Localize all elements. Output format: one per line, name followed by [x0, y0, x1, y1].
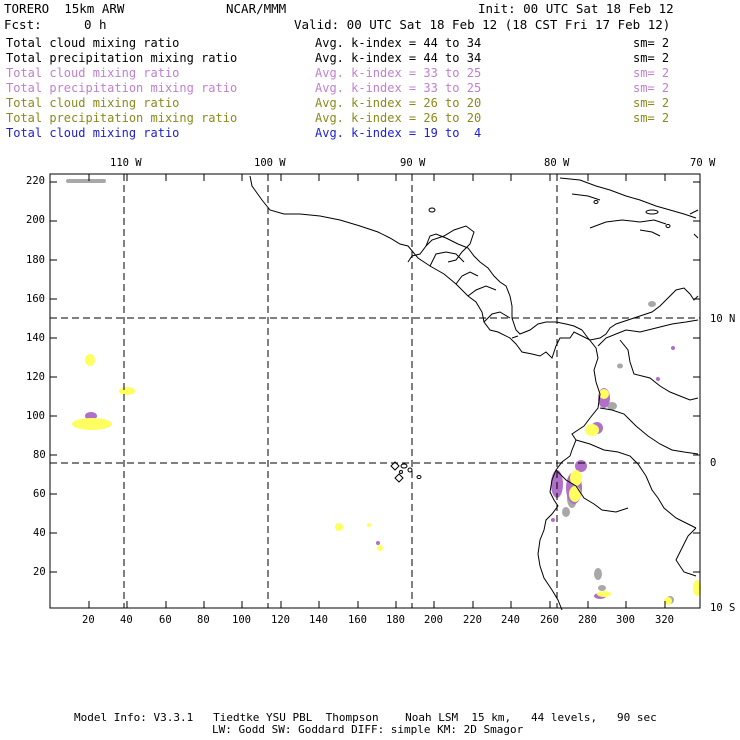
graticule: [50, 174, 700, 608]
coastlines: [249, 175, 699, 611]
x-tick-label: 60: [159, 614, 172, 626]
y-tick-label: 140: [26, 332, 45, 344]
legend-index: Avg. k-index = 26 to 20: [315, 96, 482, 110]
lon-label: 100 W: [254, 157, 286, 169]
model-title: TORERO 15km ARW: [4, 1, 125, 16]
lat-label: 10 N: [710, 313, 736, 325]
x-tick-label: 320: [655, 614, 674, 626]
lon-label: 70 W: [690, 157, 716, 169]
legend-field: Total precipitation mixing ratio: [6, 51, 238, 65]
yellow-shading: [72, 354, 701, 605]
legend-index: Avg. k-index = 44 to 34: [315, 36, 482, 50]
lon-label: 90 W: [400, 157, 426, 169]
legend-field: Total precipitation mixing ratio: [6, 111, 238, 125]
legend-field: Total cloud mixing ratio: [6, 66, 180, 80]
ticks: [50, 174, 700, 608]
x-tick-label: 180: [386, 614, 405, 626]
x-tick-label: 300: [616, 614, 635, 626]
x-tick-label: 260: [540, 614, 559, 626]
valid-time: Valid: 00 UTC Sat 18 Feb 12 (18 CST Fri …: [294, 17, 671, 32]
x-tick-label: 200: [424, 614, 443, 626]
physics-info: LW: Godd SW: Goddard DIFF: simple KM: 2D…: [212, 723, 524, 736]
model-info: Model Info: V3.3.1 Tiedtke YSU PBL Thomp…: [74, 711, 657, 724]
y-tick-label: 180: [26, 254, 45, 266]
legend-index: Avg. k-index = 19 to 4: [315, 126, 482, 140]
legend-field: Total precipitation mixing ratio: [6, 81, 238, 95]
y-tick-label: 120: [26, 371, 45, 383]
y-tick-label: 80: [33, 449, 46, 461]
fcst-value: 0 h: [84, 17, 107, 32]
lat-label: 0: [710, 457, 717, 469]
fcst-label: Fcst:: [4, 17, 42, 32]
init-time: Init: 00 UTC Sat 18 Feb 12: [478, 1, 674, 16]
legend-sm: sm= 2: [633, 111, 670, 125]
x-tick-label: 120: [271, 614, 290, 626]
legend-field: Total cloud mixing ratio: [6, 126, 180, 140]
y-tick-label: 60: [33, 488, 46, 500]
y-tick-label: 160: [26, 293, 45, 305]
x-tick-label: 160: [348, 614, 367, 626]
x-tick-label: 80: [197, 614, 210, 626]
gray-shading: [66, 179, 674, 604]
x-tick-label: 220: [463, 614, 482, 626]
x-tick-label: 280: [578, 614, 597, 626]
lon-label: 80 W: [544, 157, 570, 169]
shading: [66, 179, 701, 605]
legend-sm: sm= 2: [633, 36, 670, 50]
y-tick-label: 40: [33, 527, 46, 539]
legend-index: Avg. k-index = 33 to 25: [315, 81, 482, 95]
y-tick-label: 100: [26, 410, 45, 422]
y-tick-label: 200: [26, 214, 45, 226]
lat-label: 10 S: [710, 602, 736, 614]
legend-sm: sm= 2: [633, 96, 670, 110]
map-frame: [49, 173, 701, 609]
legend-index: Avg. k-index = 33 to 25: [315, 66, 482, 80]
legend-sm: sm= 2: [633, 51, 670, 65]
x-tick-label: 100: [232, 614, 251, 626]
legend-sm: sm= 2: [633, 66, 670, 80]
legend-sm: sm= 2: [633, 81, 670, 95]
x-tick-label: 140: [309, 614, 328, 626]
legend-field: Total cloud mixing ratio: [6, 96, 180, 110]
lon-label: 110 W: [110, 157, 142, 169]
org-label: NCAR/MMM: [226, 1, 287, 16]
y-tick-label: 20: [33, 566, 46, 578]
x-tick-label: 20: [82, 614, 95, 626]
purple-shading: [85, 346, 675, 599]
legend-index: Avg. k-index = 26 to 20: [315, 111, 482, 125]
y-tick-label: 220: [26, 175, 45, 187]
legend-index: Avg. k-index = 44 to 34: [315, 51, 482, 65]
legend-field: Total cloud mixing ratio: [6, 36, 180, 50]
x-tick-label: 40: [120, 614, 133, 626]
x-tick-label: 240: [501, 614, 520, 626]
